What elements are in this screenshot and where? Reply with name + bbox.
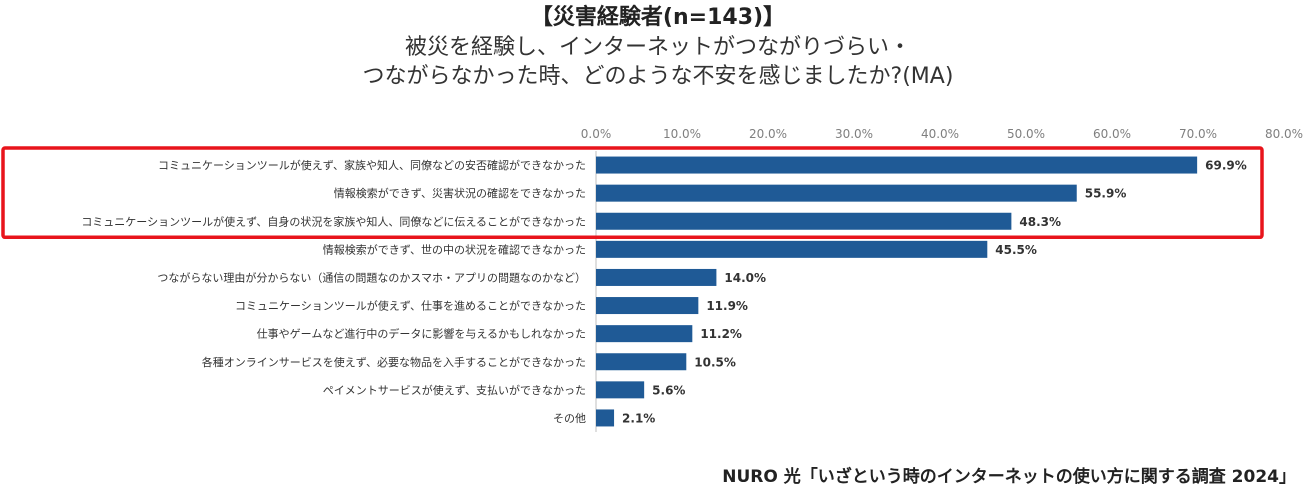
highlight-box <box>1 146 1264 240</box>
chart-title-question-line2: つながらなかった時、どのような不安を感じましたか?(MA) <box>362 64 954 89</box>
bar <box>596 240 988 258</box>
axis-tick-label: 0.0% <box>581 127 612 141</box>
axis-tick-label: 20.0% <box>749 127 787 141</box>
category-label: つながらない理由が分からない（通信の問題なのかスマホ・アプリの問題なのかなど） <box>157 270 586 284</box>
data-label: 45.5% <box>995 243 1037 257</box>
data-label: 5.6% <box>652 383 685 397</box>
data-label: 69.9% <box>1205 159 1247 173</box>
category-label: コミュニケーションツールが使えず、家族や知人、同僚などの安否確認ができなかった <box>158 158 586 172</box>
bar <box>596 409 615 427</box>
category-label: ペイメントサービスが使えず、支払いができなかった <box>323 383 586 397</box>
bar <box>596 353 687 371</box>
data-label: 55.9% <box>1085 187 1127 201</box>
axis-tick-label: 80.0% <box>1265 127 1303 141</box>
chart-title-respondents: 【災害経験者(n=143)】 <box>530 5 786 30</box>
data-label: 2.1% <box>622 411 655 425</box>
bar <box>596 381 645 399</box>
category-label: 情報検索ができず、災害状況の確認をできなかった <box>334 186 586 200</box>
bar <box>596 184 1077 202</box>
category-label: 情報検索ができず、世の中の状況を確認できなかった <box>323 242 586 256</box>
data-label: 14.0% <box>724 271 766 285</box>
axis-tick-label: 50.0% <box>1007 127 1045 141</box>
data-label: 11.9% <box>706 299 748 313</box>
category-label: その他 <box>553 412 586 425</box>
data-label: 10.5% <box>694 355 736 369</box>
bar <box>596 212 1012 230</box>
bar <box>596 156 1198 174</box>
chart-title-question-line1: 被災を経験し、インターネットがつながりづらい・ <box>404 35 911 60</box>
axis-tick-label: 40.0% <box>921 127 959 141</box>
axis-tick-label: 60.0% <box>1093 127 1131 141</box>
category-label: 各種オンラインサービスを使えず、必要な物品を入手することができなかった <box>202 355 586 369</box>
axis-tick-label: 30.0% <box>835 127 873 141</box>
data-label: 48.3% <box>1019 215 1061 229</box>
bar <box>596 268 717 286</box>
data-label: 11.2% <box>700 327 742 341</box>
category-label: 仕事やゲームなど進行中のデータに影響を与えるかもしれなかった <box>257 327 586 341</box>
bar <box>596 325 693 343</box>
category-label: コミュニケーションツールが使えず、仕事を進めることができなかった <box>235 299 586 313</box>
category-label: コミュニケーションツールが使えず、自身の状況を家族や知人、同僚などに伝えることが… <box>81 214 586 228</box>
bar <box>596 297 699 315</box>
axis-tick-label: 10.0% <box>663 127 701 141</box>
source-credit: NURO 光「いざという時のインターネットの使い方に関する調査 2024」 <box>722 467 1296 487</box>
axis-tick-label: 70.0% <box>1179 127 1217 141</box>
